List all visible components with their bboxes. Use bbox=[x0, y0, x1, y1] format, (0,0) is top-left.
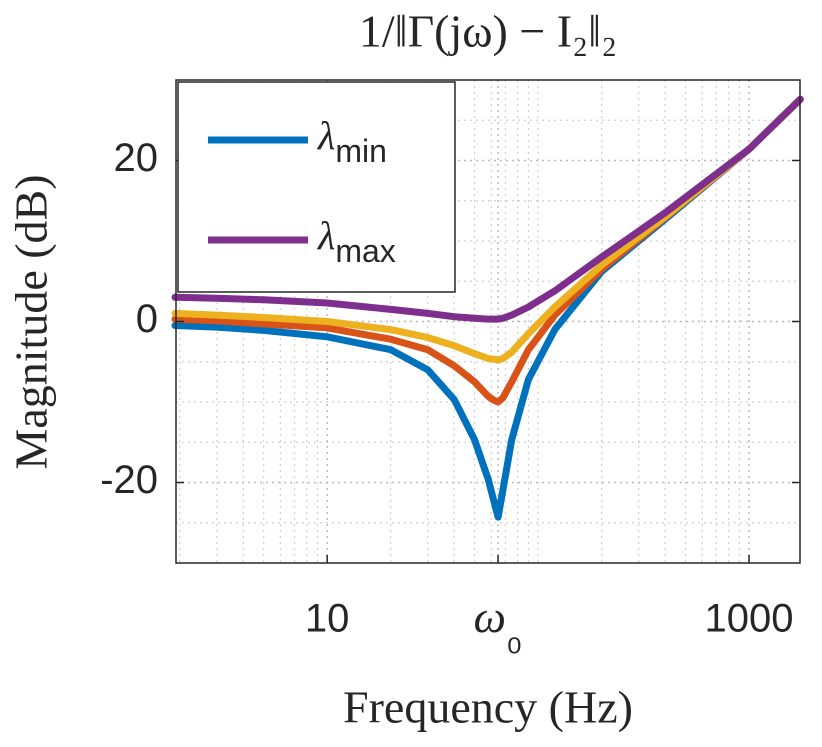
x-tick-label: 10 bbox=[305, 597, 350, 641]
y-tick-label: 0 bbox=[136, 297, 158, 341]
y-axis-label: Magnitude (dB) bbox=[6, 174, 57, 469]
y-tick-label: 20 bbox=[114, 136, 159, 180]
series-line bbox=[171, 95, 804, 364]
legend: λmin λmax bbox=[177, 81, 456, 293]
series-line bbox=[171, 95, 804, 323]
x-tick-label: 1000 bbox=[705, 597, 794, 641]
x-tick-label: ω₀ bbox=[474, 591, 523, 659]
lines bbox=[171, 95, 804, 521]
chart-title: 1/‖Γ(jω) − I₂‖₂ bbox=[359, 6, 617, 57]
legend-label: λmax bbox=[317, 213, 396, 269]
y-tick-label: -20 bbox=[100, 458, 158, 502]
legend-box bbox=[177, 81, 456, 293]
x-axis-label: Frequency (Hz) bbox=[343, 682, 633, 733]
ticks: 10 ω₀ 1000 -20 0 20 bbox=[100, 136, 800, 659]
legend-label: λmin bbox=[317, 113, 387, 169]
